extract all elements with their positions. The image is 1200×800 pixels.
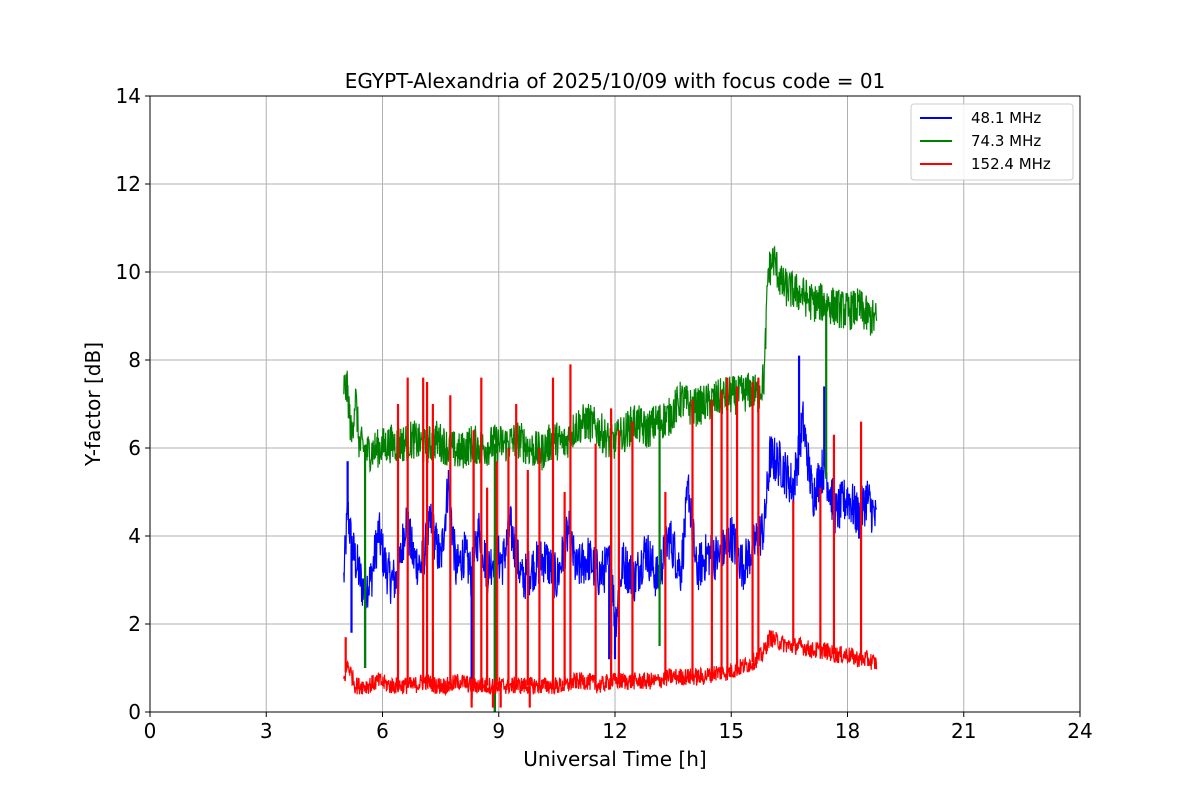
y-tick-label: 8 <box>128 348 141 372</box>
y-tick-label: 12 <box>116 172 141 196</box>
y-tick-label: 2 <box>128 612 141 636</box>
legend-box <box>910 103 1074 181</box>
y-tick-label: 4 <box>128 524 141 548</box>
series-layer <box>343 245 878 712</box>
legend-label: 48.1 MHz <box>971 109 1041 127</box>
x-axis-label: Universal Time [h] <box>523 747 706 771</box>
chart-title: EGYPT-Alexandria of 2025/10/09 with focu… <box>345 69 886 93</box>
x-tick-label: 9 <box>492 719 505 743</box>
x-tick-label: 12 <box>602 719 627 743</box>
y-axis-label: Y-factor [dB] <box>81 342 105 467</box>
x-tick-label: 3 <box>260 719 273 743</box>
x-tick-label: 6 <box>376 719 389 743</box>
x-tick-label: 0 <box>144 719 157 743</box>
y-tick-label: 6 <box>128 436 141 460</box>
y-tick-label: 10 <box>116 260 141 284</box>
x-tick-label: 24 <box>1067 719 1092 743</box>
y-tick-label: 0 <box>128 700 141 724</box>
y-tick-label: 14 <box>116 84 141 108</box>
x-tick-label: 21 <box>951 719 976 743</box>
legend-label: 74.3 MHz <box>971 132 1041 150</box>
x-tick-label: 15 <box>719 719 744 743</box>
legend-label: 152.4 MHz <box>971 155 1051 173</box>
legend: 48.1 MHz 74.3 MHz 152.4 MHz <box>910 103 1074 181</box>
x-tick-label: 18 <box>835 719 860 743</box>
